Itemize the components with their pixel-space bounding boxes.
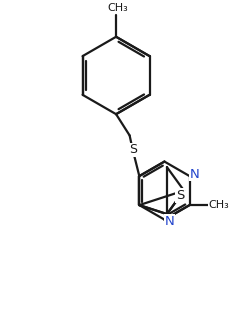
Text: S: S bbox=[176, 189, 184, 202]
Text: CH₃: CH₃ bbox=[108, 3, 128, 13]
Text: CH₃: CH₃ bbox=[208, 200, 229, 210]
Text: N: N bbox=[164, 215, 174, 228]
Text: S: S bbox=[129, 144, 137, 156]
Text: N: N bbox=[190, 168, 199, 181]
